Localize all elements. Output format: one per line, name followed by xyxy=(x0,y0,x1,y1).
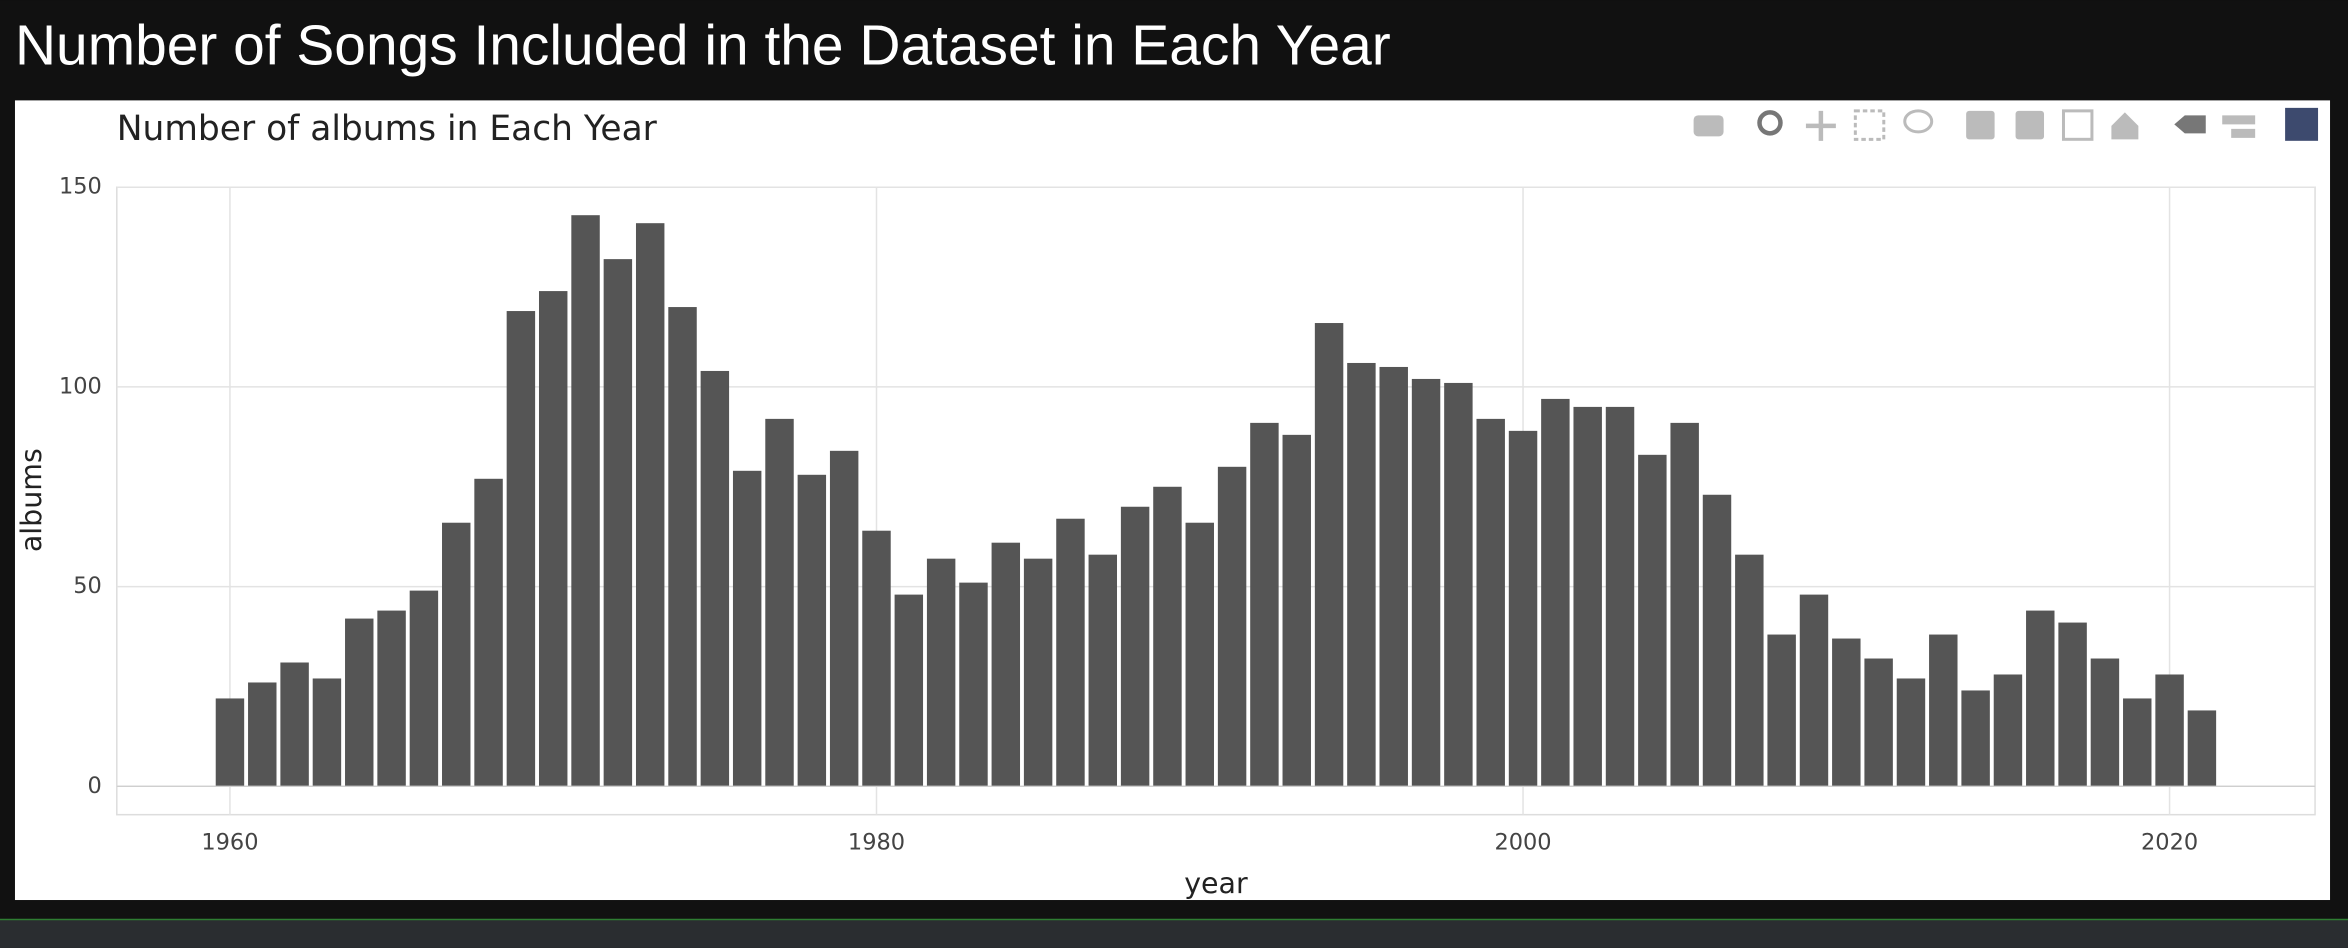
bar xyxy=(1929,634,1958,787)
bar xyxy=(959,582,988,787)
bar xyxy=(1250,422,1279,787)
pan-icon[interactable] xyxy=(1805,110,1836,141)
bar xyxy=(1347,362,1376,787)
bar xyxy=(1961,690,1990,787)
bar xyxy=(1670,422,1699,787)
bar xyxy=(2058,622,2087,787)
bar xyxy=(1379,366,1408,787)
bar xyxy=(603,259,633,787)
bar xyxy=(1638,454,1667,787)
bar xyxy=(1767,634,1796,787)
bar xyxy=(538,291,568,787)
bar xyxy=(1444,382,1473,787)
below-strip xyxy=(0,919,2348,948)
bar xyxy=(1864,658,1893,787)
bar xyxy=(1476,418,1505,787)
x-tick-label: 1960 xyxy=(201,830,258,856)
bar xyxy=(1217,466,1247,787)
chart-title: Number of albums in Each Year xyxy=(117,109,658,149)
bar xyxy=(1282,434,1311,787)
bar xyxy=(926,558,956,787)
select-icon[interactable] xyxy=(1853,109,1886,141)
bar xyxy=(1153,486,1182,787)
bar xyxy=(312,678,342,787)
spike-icon[interactable] xyxy=(2174,115,2206,134)
bar xyxy=(409,590,439,787)
bar xyxy=(1411,378,1441,787)
bar xyxy=(248,682,277,787)
bar xyxy=(215,698,245,787)
bar xyxy=(474,478,503,787)
hover-icon[interactable] xyxy=(2222,115,2256,138)
x-axis-label: year xyxy=(1184,867,1248,900)
bar xyxy=(1314,323,1344,787)
x-tick-label: 2000 xyxy=(1494,830,1551,856)
bar xyxy=(894,594,924,787)
bar xyxy=(506,311,536,787)
plotly-logo[interactable] xyxy=(2285,107,2319,141)
bar xyxy=(1088,554,1118,787)
bar xyxy=(442,522,471,787)
bar xyxy=(1832,638,1861,787)
bar xyxy=(700,370,730,787)
bar xyxy=(668,307,697,787)
x-tick-label: 2020 xyxy=(2141,830,2198,856)
bar xyxy=(1541,398,1570,787)
bar xyxy=(1056,518,1085,787)
bar xyxy=(377,610,406,787)
y-tick-label: 0 xyxy=(88,773,102,799)
bar xyxy=(1735,554,1764,787)
home-icon[interactable] xyxy=(2111,112,2139,140)
bar xyxy=(2123,698,2152,787)
bar xyxy=(829,450,859,787)
bar xyxy=(2187,710,2217,787)
bar xyxy=(280,662,309,787)
bar xyxy=(1573,406,1602,787)
zoom-icon[interactable] xyxy=(1757,110,1783,136)
lasso-icon[interactable] xyxy=(1903,109,1934,134)
zoom-in-icon[interactable] xyxy=(1966,110,1995,140)
autoscale-icon[interactable] xyxy=(2061,109,2094,141)
bar xyxy=(1702,494,1732,787)
bar xyxy=(2026,610,2055,787)
y-tick-label: 100 xyxy=(59,373,102,399)
bar xyxy=(345,618,374,787)
bar xyxy=(1023,558,1053,787)
bar xyxy=(991,542,1021,787)
bar xyxy=(797,474,827,787)
bar xyxy=(765,418,794,787)
bar xyxy=(1185,522,1214,787)
bar xyxy=(2090,658,2120,787)
bar xyxy=(1605,406,1635,787)
bar xyxy=(635,223,665,787)
bar xyxy=(571,215,600,787)
page-title: Number of Songs Included in the Dataset … xyxy=(15,14,1391,78)
bar xyxy=(1120,506,1150,787)
bar xyxy=(732,470,762,787)
bar xyxy=(1993,674,2023,787)
bar xyxy=(1799,594,1829,787)
camera-icon[interactable] xyxy=(1693,115,1724,137)
y-tick-label: 150 xyxy=(59,174,102,200)
y-tick-label: 50 xyxy=(73,573,102,599)
y-axis-label: albums xyxy=(15,448,48,552)
bar xyxy=(862,530,891,787)
modebar[interactable] xyxy=(1693,107,2319,141)
bar xyxy=(2155,674,2184,787)
bar xyxy=(1896,678,1926,787)
zoom-out-icon[interactable] xyxy=(2015,110,2045,140)
bar xyxy=(1508,430,1538,787)
x-tick-label: 1980 xyxy=(848,830,905,856)
